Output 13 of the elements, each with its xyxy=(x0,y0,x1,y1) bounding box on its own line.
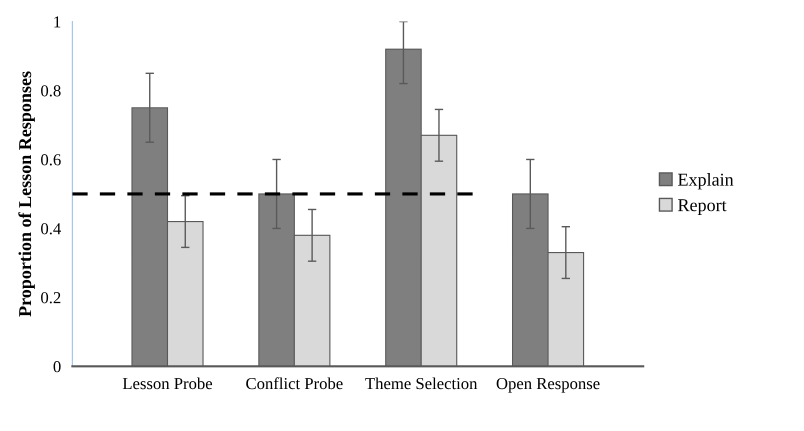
x-tick-label: Lesson Probe xyxy=(122,377,212,390)
x-tick-label: Theme Selection xyxy=(365,377,478,390)
legend-label: Report xyxy=(678,199,727,215)
y-tick-label: 0.8 xyxy=(41,85,61,97)
y-tick-label: 0.6 xyxy=(41,154,61,166)
legend-label: Explain xyxy=(678,173,734,190)
y-axis-title: Proportion of Lesson Responses xyxy=(18,71,35,317)
y-tick-label: 1 xyxy=(54,16,60,28)
x-tick-label: Conflict Probe xyxy=(246,377,343,390)
y-tick-label: 0 xyxy=(54,361,61,372)
y-tick-label: 0.2 xyxy=(41,292,60,304)
x-tick-label: Open Response xyxy=(496,378,600,393)
y-tick-label: 0.4 xyxy=(41,223,61,234)
